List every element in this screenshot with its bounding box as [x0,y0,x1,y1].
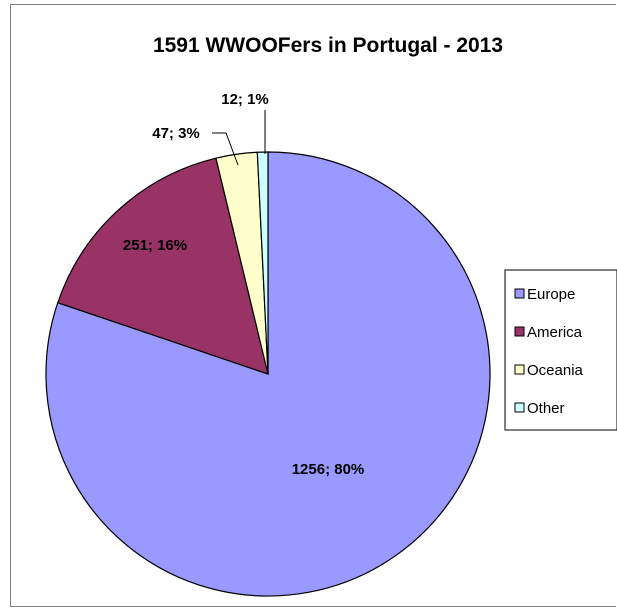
legend-swatch-other [514,402,525,413]
legend-label-america: America [527,324,583,341]
legend: Europe America Oceania Other [504,269,617,431]
legend-swatch-oceania [514,364,525,375]
data-label-america: 251; 16% [123,237,187,254]
legend-label-europe: Europe [527,286,575,303]
legend-swatch-america [514,326,525,337]
data-label-oceania: 47; 3% [152,125,200,142]
data-label-other: 12; 1% [221,91,269,108]
pie-slice-america [56,157,269,375]
data-label-europe: 1256; 80% [292,461,365,478]
pie-slice-other [256,151,269,375]
leader-line-oceania [212,132,239,166]
legend-label-oceania: Oceania [527,362,584,379]
data-labels: 1256; 80% 251; 16% 47; 3% 12; 1% [123,91,364,478]
chart-title: 1591 WWOOFers in Portugal - 2013 [153,34,503,57]
legend-swatch-europe [514,288,525,299]
pie-slice-europe [45,151,491,597]
pie-slices [45,151,491,597]
leader-lines [212,110,266,166]
legend-label-other: Other [527,400,565,417]
